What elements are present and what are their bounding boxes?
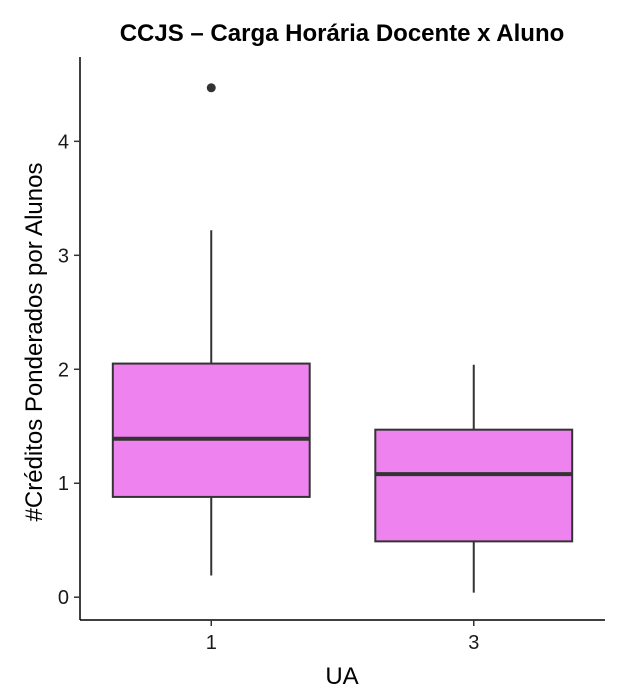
- x-tick-label: 3: [468, 632, 479, 654]
- y-tick-label: 4: [58, 131, 69, 153]
- box-iqr: [111, 362, 311, 498]
- y-tick-label: 1: [58, 473, 69, 495]
- y-axis-ticks: 0 1 2 3 4: [58, 131, 80, 609]
- box-category-1: [111, 83, 311, 576]
- x-tick-label: 1: [206, 632, 217, 654]
- chart-title: CCJS – Carga Horária Docente x Aluno: [120, 20, 565, 47]
- outlier-point: [206, 83, 216, 93]
- y-tick-label: 2: [58, 359, 69, 381]
- y-axis-title: #Créditos Ponderados por Alunos: [21, 163, 48, 522]
- y-tick-label: 3: [58, 245, 69, 267]
- boxes-layer: [111, 83, 574, 593]
- box-iqr: [374, 428, 574, 543]
- y-tick-label: 0: [58, 587, 69, 609]
- box-category-3: [374, 364, 574, 593]
- x-axis-title: UA: [325, 663, 358, 690]
